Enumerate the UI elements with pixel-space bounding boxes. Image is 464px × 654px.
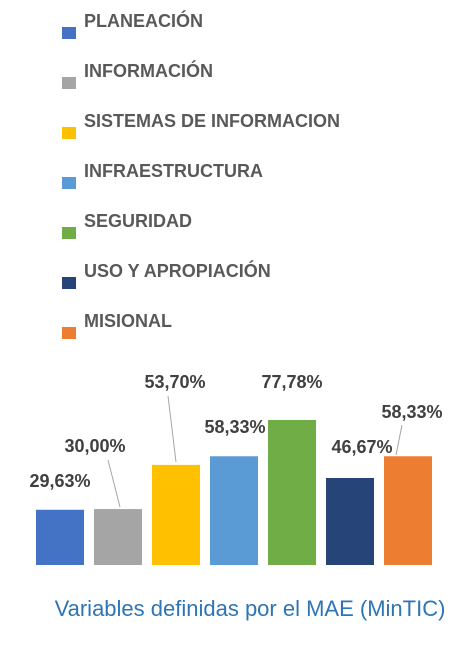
legend-label: INFRAESTRUCTURA: [84, 161, 263, 181]
data-label: 58,33%: [381, 402, 442, 422]
legend-swatch: [62, 77, 76, 89]
bar: [152, 464, 200, 565]
legend-swatch: [62, 327, 76, 339]
legend-label: PLANEACIÓN: [84, 10, 203, 31]
legend-label: SEGURIDAD: [84, 211, 192, 231]
bar: [268, 420, 316, 565]
bar: [94, 509, 142, 565]
legend-label: INFORMACIÓN: [84, 60, 213, 81]
bar: [36, 509, 84, 565]
data-label: 46,67%: [331, 437, 392, 457]
data-label: 77,78%: [261, 372, 322, 392]
legend-label: SISTEMAS DE INFORMACION: [84, 111, 340, 131]
chart-title: Variables definidas por el MAE (MinTIC): [54, 596, 446, 621]
legend-swatch: [62, 27, 76, 39]
legend-swatch: [62, 127, 76, 139]
data-label: 30,00%: [64, 436, 125, 456]
data-label: 53,70%: [144, 372, 205, 392]
data-label: 58,33%: [204, 417, 265, 437]
bar: [326, 477, 374, 565]
leader-line: [395, 424, 403, 456]
leader-line: [167, 395, 177, 463]
bar: [384, 456, 432, 565]
data-label: 29,63%: [29, 471, 90, 491]
legend-label: MISIONAL: [84, 311, 172, 331]
legend-label: USO Y APROPIACIÓN: [84, 260, 271, 281]
legend-swatch: [62, 177, 76, 189]
leader-line: [107, 459, 121, 508]
bar: [210, 456, 258, 565]
legend-swatch: [62, 227, 76, 239]
legend-swatch: [62, 277, 76, 289]
